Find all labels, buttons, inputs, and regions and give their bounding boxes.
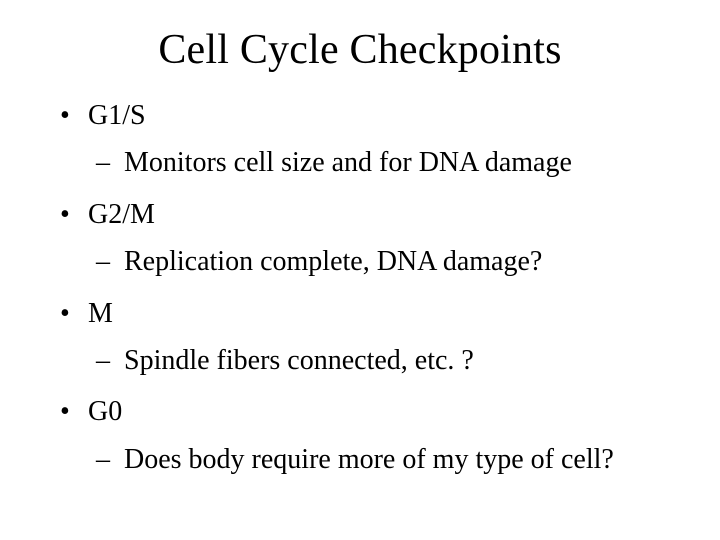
slide: Cell Cycle Checkpoints G1/S Monitors cel… — [0, 0, 720, 540]
bullet-level1: G2/M — [60, 193, 690, 236]
slide-content: G1/S Monitors cell size and for DNA dama… — [30, 94, 690, 481]
bullet-level2: Replication complete, DNA damage? — [96, 240, 690, 283]
bullet-level1: M — [60, 292, 690, 335]
bullet-level1: G1/S — [60, 94, 690, 137]
bullet-level2: Monitors cell size and for DNA damage — [96, 141, 690, 184]
bullet-level2: Does body require more of my type of cel… — [96, 438, 690, 481]
slide-title: Cell Cycle Checkpoints — [30, 26, 690, 74]
bullet-level2: Spindle fibers connected, etc. ? — [96, 339, 690, 382]
bullet-level1: G0 — [60, 390, 690, 433]
